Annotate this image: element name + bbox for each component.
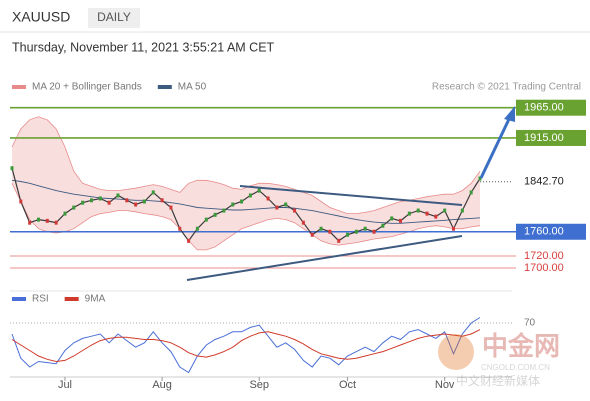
watermark-logo: 中金网 [482,331,560,361]
price-candle [240,199,244,204]
level-label: 1842.70 [524,176,564,188]
rsi-line [11,317,481,374]
price-candle [248,193,252,198]
level-label: 1915.00 [524,132,564,144]
timeframe-box [88,8,140,28]
level-label: 1965.00 [524,102,564,114]
price-candle [28,220,32,225]
legend-swatch [12,85,26,89]
price-candle [107,200,111,205]
price-candle [266,196,270,201]
level-box [516,129,586,146]
level-box [516,173,586,190]
trend-line [186,235,463,281]
level-label: 1720.00 [524,250,564,262]
ma50-line [11,179,481,224]
price-candle [134,202,138,207]
price-candle [257,188,261,193]
price-candle [125,198,129,203]
x-tick-label: Nov [435,379,455,391]
legend-label: RSI [32,294,49,305]
price-candle [372,229,376,234]
bollinger-band [12,116,480,250]
timestamp: Thursday, November 11, 2021 3:55:21 AM C… [12,40,275,54]
price-candle [460,208,464,213]
price-candle [319,226,323,231]
x-tick-label: Jul [58,379,72,391]
price-candle [142,199,146,204]
price-candle [293,208,297,213]
price-candle [195,226,199,231]
price-candle [346,232,350,237]
price-candle [416,208,420,213]
legend-label: MA 20 + Bollinger Bands [32,82,142,93]
watermark-site: CNGOLD.COM.CN [481,363,550,372]
price-candle [310,232,314,237]
price-candle [222,208,226,213]
price-candle [328,229,332,234]
price-candle [399,218,403,223]
price-candle [363,226,367,231]
price-candle [160,198,164,203]
legend-swatch [64,297,79,301]
y-tick-label: 70 [524,318,536,329]
price-candle [187,238,191,243]
price-candle [45,218,49,223]
price-candle [301,220,305,225]
band-upper [11,116,481,214]
price-candle [213,212,217,217]
level-label: 1700.00 [524,262,564,274]
arrow [479,116,512,179]
watermark-icon [438,334,474,370]
level-box [516,223,586,240]
price-candle [443,208,447,213]
price-candle [390,216,394,221]
price-candle [169,205,173,210]
price-candle [63,211,67,216]
price-candle [116,193,120,198]
price-candle [381,223,385,228]
price-candle [81,200,85,205]
source: Research © 2021 Trading Central [432,82,581,93]
trend-line [239,185,463,206]
watermark-tagline: 中文财经新媒体 [456,373,540,388]
level-box [516,99,586,116]
price-candle [275,205,279,210]
price-candle [54,220,58,225]
legend-swatch [157,85,172,89]
price-candle [98,196,102,201]
arrowhead [504,106,515,122]
x-tick-label: Sep [249,379,269,391]
symbol: XAUUSD [12,9,70,25]
price-candle [10,166,14,171]
price-candle [36,217,40,222]
watermark: 中金网 CNGOLD.COM.CN 中文财经新媒体 [438,331,560,388]
price-candle [452,226,455,231]
x-tick-label: Oct [339,379,356,391]
legend-swatch [12,297,26,301]
price-candle [19,199,23,204]
price-candle [178,226,182,231]
price-candle [284,202,288,207]
rsi-line [11,329,481,363]
price-candle [434,214,438,219]
price-candle [354,229,358,234]
level-label: 1760.00 [524,226,564,238]
price-candle [425,211,429,216]
legend-label: MA 50 [178,82,207,93]
price-candle [337,238,341,243]
band-lower [11,183,481,251]
legend-label: 9MA [85,294,106,305]
price-candle [407,211,411,216]
price-candle [478,176,482,181]
price-candle [231,202,235,207]
timeframe: DAILY [97,10,131,24]
price-candle [151,190,155,195]
price-candle [89,198,93,203]
price-candle [204,217,208,222]
price-candle [469,190,473,195]
price-candle [72,205,76,210]
x-tick-label: Aug [152,379,172,391]
